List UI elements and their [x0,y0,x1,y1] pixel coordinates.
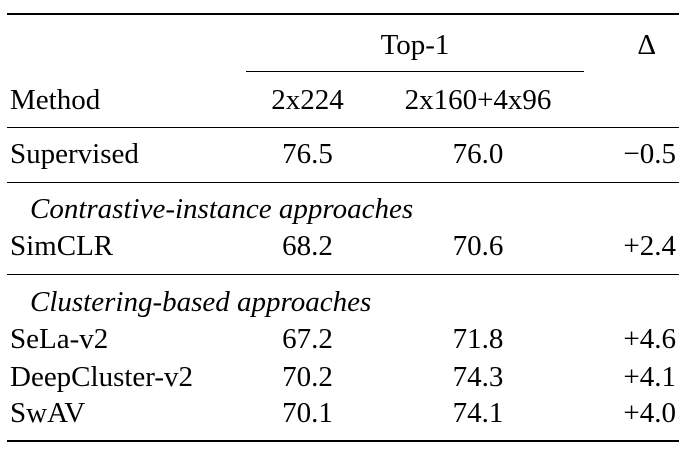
table-row-value-a: 70.2 [282,361,333,393]
section-title: Clustering-based approaches [30,286,372,318]
delta-header: Δ [637,29,656,61]
col-2x160-4x96-header: 2x160+4x96 [404,84,552,116]
table-row-delta: +4.1 [623,361,676,393]
table-row-method: SwAV [10,397,86,429]
table-row-value-a: 68.2 [282,230,333,262]
table-row-value-b: 71.8 [452,323,504,355]
top1-group-header: Top-1 [380,29,450,61]
table-row-delta: +4.6 [623,323,676,355]
table-bottom-rule [7,440,679,442]
table-row-delta: +2.4 [623,230,676,262]
table-row-value-b: 74.1 [452,397,504,429]
section-rule [7,274,679,275]
table-row-value-a: 67.2 [282,323,333,355]
table-row-value-a: 70.1 [282,397,333,429]
section-rule [7,182,679,183]
section-title: Contrastive-instance approaches [30,193,414,225]
table-row-method: DeepCluster-v2 [10,361,194,393]
table-row-method: SeLa-v2 [10,323,109,355]
table-row-delta: −0.5 [623,138,676,170]
table-top-rule [7,13,679,15]
method-header: Method [10,84,101,116]
table-row-value-a: 76.5 [282,138,333,170]
table-row-delta: +4.0 [623,397,676,429]
header-mid-rule [7,127,679,128]
table-row-method: SimCLR [10,230,114,262]
table-row-value-b: 76.0 [452,138,504,170]
top1-group-rule [246,71,584,72]
table-row-method: Supervised [10,138,139,170]
col-2x224-header: 2x224 [271,84,344,116]
table-row-value-b: 74.3 [452,361,504,393]
table-row-value-b: 70.6 [452,230,504,262]
